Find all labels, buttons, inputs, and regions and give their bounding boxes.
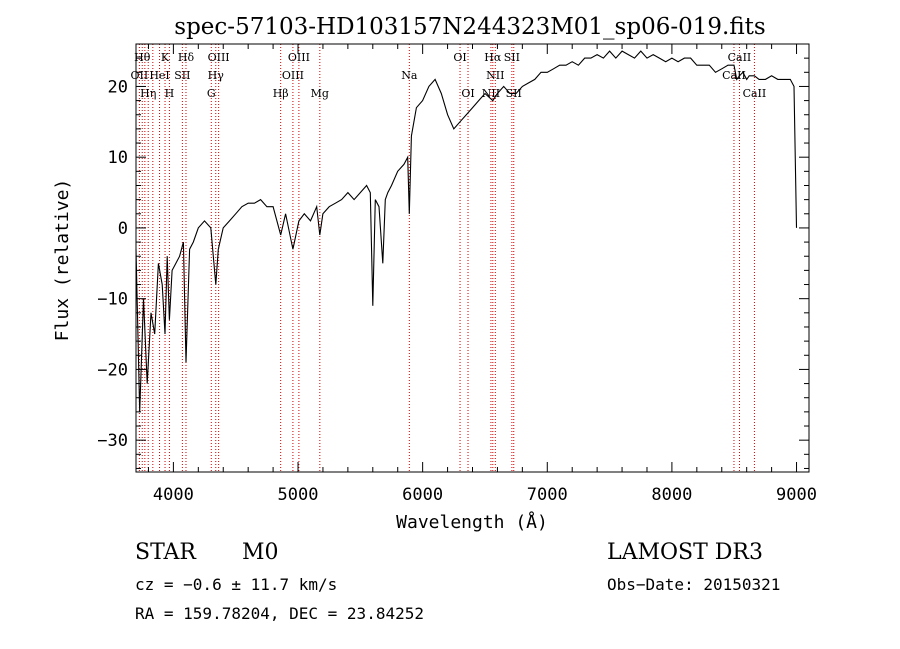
line-label: Mg (311, 87, 329, 100)
line-label: CaII (743, 87, 767, 100)
x-tick-label: 4000 (153, 485, 194, 505)
line-label: HeI (149, 69, 169, 82)
line-label: SII (174, 69, 190, 82)
x-axis-ticks: 4000 5000 6000 7000 8000 9000 (147, 44, 817, 505)
line-label: K (161, 51, 170, 64)
chart-title: spec-57103-HD103157N244323M01_sp06-019.f… (174, 14, 765, 40)
y-tick-label: −20 (97, 360, 128, 380)
object-subclass: M0 (242, 540, 279, 565)
line-label: Hη (140, 87, 156, 100)
x-tick-label: 9000 (776, 485, 817, 505)
line-label: OIII (282, 69, 304, 82)
x-tick-label: 7000 (527, 485, 568, 505)
x-tick-label: 5000 (278, 485, 319, 505)
line-label: H (165, 87, 175, 100)
line-label: Hδ (178, 51, 195, 64)
line-label: CaII (722, 69, 746, 82)
coordinates-text: RA = 159.78204, DEC = 23.84252 (135, 604, 424, 623)
line-label: CaII (728, 51, 752, 64)
line-label: Hγ (208, 69, 225, 82)
x-axis-label: Wavelength (Å) (396, 511, 548, 533)
y-tick-label: 20 (108, 77, 128, 97)
line-label: G (207, 87, 216, 100)
y-tick-label: −30 (97, 431, 128, 451)
line-label: OII (131, 69, 149, 82)
y-axis-label: Flux (relative) (52, 179, 73, 342)
line-label: OI (461, 87, 474, 100)
x-tick-label: 6000 (402, 485, 443, 505)
line-label: OIII (288, 51, 310, 64)
spectrum-line (135, 50, 798, 412)
object-class: STAR (135, 540, 197, 565)
redshift-text: cz = −0.6 ± 11.7 km/s (135, 575, 337, 594)
y-tick-label: 10 (108, 148, 128, 168)
line-label: OIII (208, 51, 230, 64)
obs-date: Obs−Date: 20150321 (607, 575, 780, 594)
y-axis-ticks: −30 −20 −10 0 10 20 (97, 43, 809, 469)
line-label: OI (453, 51, 466, 64)
x-tick-label: 8000 (651, 485, 692, 505)
survey-name: LAMOST DR3 (607, 540, 763, 565)
spectral-line-markers (138, 44, 755, 472)
line-label: SII (504, 51, 520, 64)
line-label: NII (486, 69, 504, 82)
line-label: Hα (484, 51, 502, 64)
line-label: Na (401, 69, 418, 82)
y-tick-label: −10 (97, 290, 128, 310)
line-label: Hβ (273, 87, 289, 100)
y-tick-label: 0 (118, 219, 128, 239)
line-label: Hθ (134, 51, 151, 64)
